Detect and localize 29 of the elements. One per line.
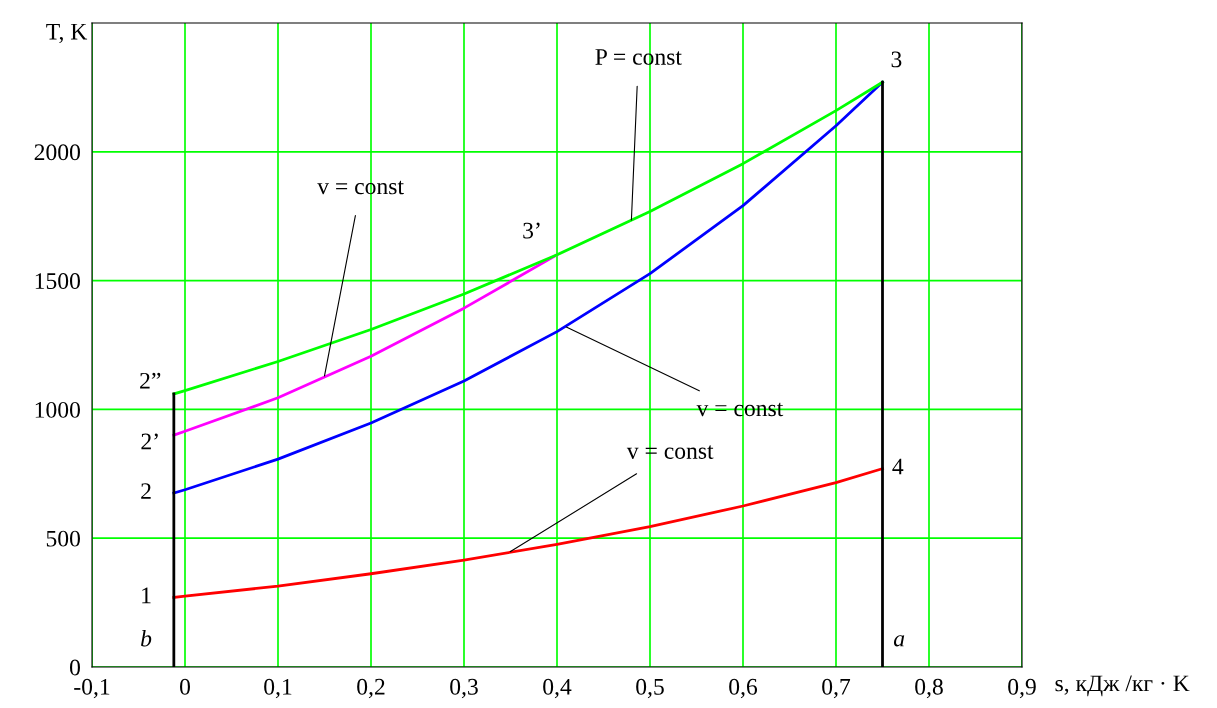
x-tick-label: 0,4 [543,678,572,699]
x-tick-label: -0,1 [74,678,110,699]
x-tick-label: 0,6 [729,678,758,699]
line-series [172,80,884,495]
x-tick-label: 0,5 [636,678,664,699]
y-tick-label: 1500 [35,273,80,290]
annotation: 1 [142,587,151,604]
y-axis-title: T, K [46,23,88,44]
annotation: a [893,635,905,647]
x-axis-title: s, кДж /кг · K [1055,675,1190,697]
x-tick-label: 0,2 [357,678,385,699]
annotation: 4 [892,458,904,475]
x-tick-label: 0,8 [915,678,943,699]
y-tick-label: 2000 [34,144,80,161]
annotation: b [141,629,152,647]
line-series [172,467,884,599]
annotation: 3 [891,51,902,68]
y-tick-label: 0 [69,659,80,676]
x-tick-label: 0,1 [264,678,292,699]
x-tick-label: 0,3 [450,678,478,699]
x-tick-label: 0,9 [1008,678,1036,699]
x-tick-label: 0,7 [822,678,851,699]
annotation: 2 [141,483,151,499]
annotation: 2” [140,372,161,389]
annotation: 3’ [523,222,540,239]
y-tick-label: 1000 [35,401,80,418]
annotation: 2’ [141,433,158,450]
x-tick-label: 0 [180,678,190,695]
y-tick-label: 500 [46,530,80,547]
